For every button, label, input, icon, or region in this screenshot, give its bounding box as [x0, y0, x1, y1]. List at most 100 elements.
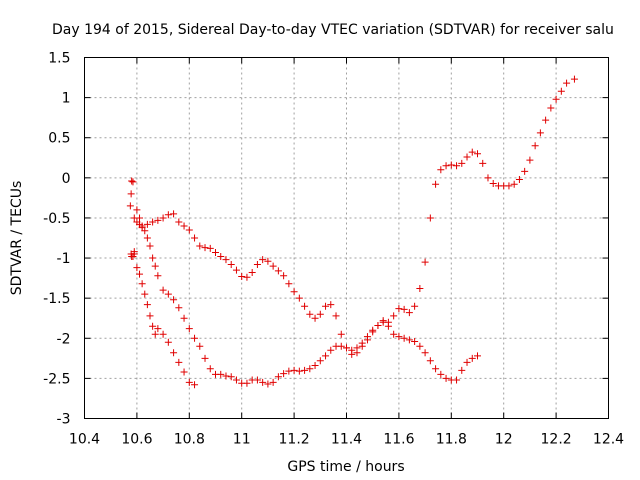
data-point — [390, 312, 398, 320]
data-point — [136, 270, 144, 278]
data-point — [126, 202, 134, 210]
data-point — [222, 256, 230, 264]
data-point — [405, 336, 413, 344]
data-point — [253, 260, 261, 268]
data-point — [343, 344, 350, 352]
data-point — [400, 305, 408, 313]
data-point — [557, 87, 565, 95]
data-point — [285, 367, 293, 375]
data-point — [170, 210, 178, 218]
data-point — [316, 310, 324, 318]
data-point — [191, 234, 199, 242]
data-point — [191, 381, 199, 389]
data-point — [217, 252, 225, 260]
data-point — [463, 153, 471, 161]
data-point — [269, 378, 277, 386]
data-point — [327, 301, 335, 309]
data-point — [274, 373, 282, 381]
data-point — [180, 368, 188, 376]
data-point — [363, 333, 371, 341]
data-point — [227, 373, 235, 381]
data-point — [274, 267, 282, 275]
data-point — [432, 365, 440, 373]
y-tick-label: -1 — [57, 251, 71, 267]
data-point — [232, 376, 240, 384]
x-tick-labels: 10.4 10.6 10.8 11 11.2 11.4 11.6 11.8 12 12.2 12.4 — [69, 432, 624, 448]
data-point — [151, 262, 159, 270]
data-point — [248, 268, 256, 276]
data-point — [128, 252, 136, 260]
y-tick-label: 0.5 — [48, 131, 70, 147]
data-point — [154, 216, 162, 224]
data-point — [337, 342, 345, 350]
data-point — [232, 266, 240, 274]
data-point — [146, 312, 154, 320]
data-point — [269, 262, 277, 270]
data-point — [301, 366, 309, 374]
data-point — [411, 337, 419, 345]
data-point — [212, 248, 219, 256]
data-point — [259, 256, 267, 264]
data-point — [127, 190, 135, 198]
data-point — [390, 330, 398, 338]
data-point — [253, 376, 261, 384]
data-point — [285, 280, 293, 288]
data-point — [384, 322, 392, 330]
data-point — [217, 370, 225, 378]
data-point — [290, 366, 298, 374]
data-point — [238, 273, 246, 281]
data-point — [201, 354, 209, 362]
data-point — [164, 211, 172, 219]
x-tick-label: 10.4 — [69, 432, 100, 448]
data-point — [151, 330, 159, 338]
data-point — [521, 167, 529, 175]
x-tick-label: 12.4 — [593, 432, 624, 448]
data-point — [227, 260, 235, 268]
data-point — [442, 374, 450, 382]
data-point — [128, 177, 136, 185]
data-point — [185, 325, 193, 333]
data-point — [327, 346, 335, 354]
x-tick-label: 11.2 — [279, 432, 310, 448]
data-point — [133, 206, 141, 214]
data-point — [405, 309, 413, 317]
data-point — [563, 79, 571, 87]
data-point — [129, 178, 137, 186]
data-point — [322, 302, 330, 310]
data-point — [348, 346, 356, 354]
data-point — [149, 322, 157, 330]
data-point — [437, 166, 445, 174]
data-point — [143, 234, 151, 242]
data-point — [395, 333, 403, 341]
data-point — [295, 294, 303, 302]
data-point — [191, 334, 199, 342]
data-point — [243, 379, 251, 387]
y-tick-label: -0.5 — [43, 211, 70, 227]
y-tick-label: -2 — [57, 331, 71, 347]
data-points — [126, 75, 578, 389]
series-trace-C — [128, 206, 481, 388]
data-point — [542, 116, 550, 124]
x-tick-label: 11.8 — [436, 432, 467, 448]
data-point — [395, 305, 403, 313]
data-point — [259, 378, 267, 386]
data-point — [442, 162, 450, 170]
data-point — [468, 354, 476, 362]
data-point — [379, 318, 387, 326]
series-trace-A — [126, 75, 578, 358]
data-point — [180, 314, 188, 322]
y-tick-label: -2.5 — [43, 371, 70, 387]
data-point — [322, 352, 330, 360]
y-tick-label: 0 — [62, 171, 71, 187]
data-point — [374, 321, 382, 329]
data-point — [206, 244, 214, 252]
data-point — [505, 182, 513, 190]
data-point — [141, 227, 149, 235]
x-tick-label: 11.4 — [331, 432, 362, 448]
y-tick-label: -3 — [57, 412, 71, 428]
data-point — [531, 142, 539, 150]
data-point — [489, 179, 497, 187]
data-point — [175, 218, 183, 226]
data-point — [437, 370, 445, 378]
